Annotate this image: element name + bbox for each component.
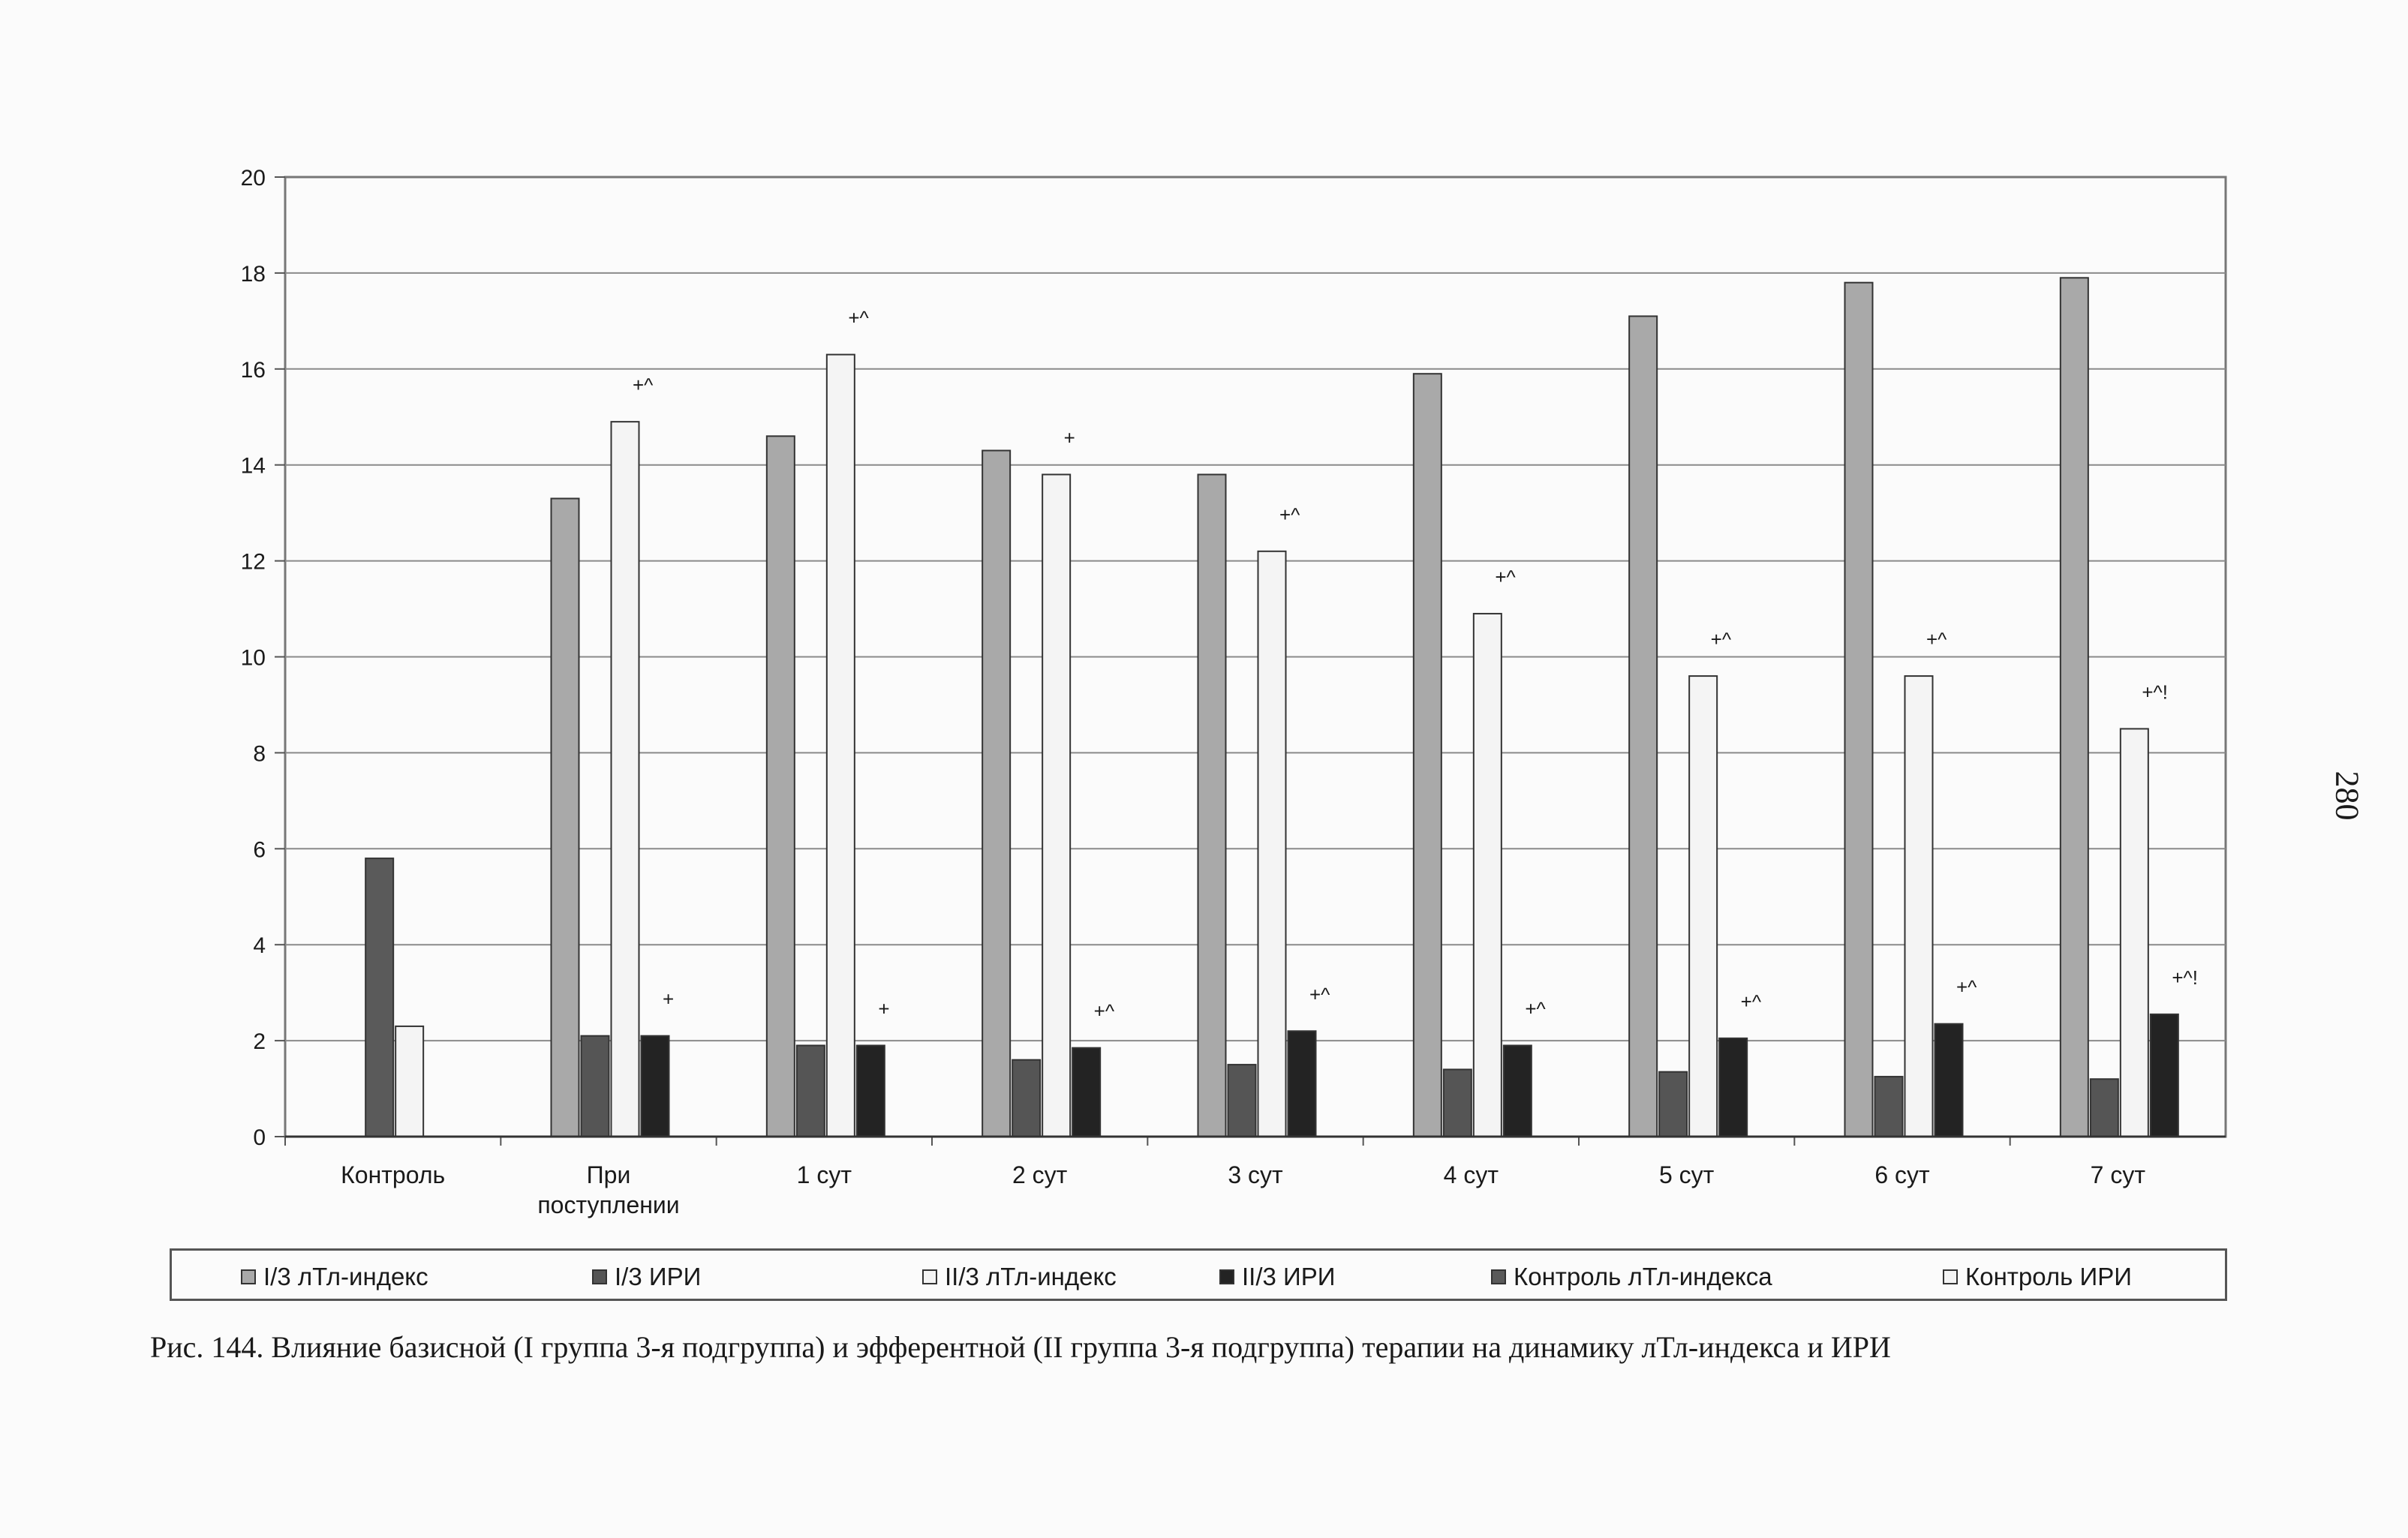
x-tick-label: 2 сут bbox=[1012, 1161, 1068, 1188]
y-axis: 0 2 4 6 8 10 12 14 16 18 20 bbox=[241, 166, 285, 1150]
significance-marker: +^ bbox=[1495, 566, 1516, 588]
bar bbox=[1904, 675, 1934, 1137]
x-tick-label: 1 сут bbox=[797, 1161, 852, 1188]
figure-caption: Рис. 144. Влияние базисной (I группа 3-я… bbox=[150, 1330, 1891, 1364]
significance-marker: +^! bbox=[2172, 966, 2198, 989]
y-tick-label: 20 bbox=[241, 166, 266, 191]
x-tick-label: Контроль bbox=[341, 1161, 445, 1188]
significance-marker: +^ bbox=[633, 374, 654, 396]
bar bbox=[1934, 1023, 1964, 1138]
significance-marker: + bbox=[1064, 426, 1075, 449]
y-tick-label: 4 bbox=[253, 933, 266, 958]
bar bbox=[825, 353, 855, 1137]
significance-marker: +^ bbox=[1956, 976, 1977, 999]
significance-marker: + bbox=[878, 997, 889, 1020]
bar bbox=[1874, 1076, 1904, 1137]
bar bbox=[365, 858, 395, 1137]
legend-swatch bbox=[1943, 1269, 1958, 1284]
significance-marker: +^! bbox=[2142, 680, 2168, 703]
significance-marker: +^ bbox=[1279, 503, 1300, 526]
bar bbox=[1688, 675, 1718, 1137]
legend: I/3 лТл-индекс I/3 ИРИ II/3 лТл-индекс II/3… bbox=[170, 1248, 2227, 1301]
significance-marker: +^ bbox=[1711, 628, 1732, 650]
y-tick-label: 2 bbox=[253, 1029, 266, 1054]
significance-marker: +^ bbox=[1741, 990, 1762, 1013]
legend-swatch bbox=[241, 1269, 256, 1284]
bar bbox=[1412, 373, 1442, 1137]
legend-item: I/3 лТл-индекс bbox=[241, 1263, 428, 1290]
bar bbox=[1718, 1037, 1748, 1137]
bars bbox=[365, 277, 2179, 1138]
bar bbox=[795, 1044, 825, 1137]
bar bbox=[1658, 1071, 1688, 1137]
significance-marker: +^ bbox=[1094, 1000, 1115, 1023]
bar bbox=[2149, 1013, 2179, 1137]
bar bbox=[1502, 1044, 1532, 1137]
x-tick-label: 4 сут bbox=[1444, 1161, 1499, 1188]
bar bbox=[1442, 1068, 1472, 1137]
bar bbox=[580, 1035, 610, 1137]
legend-item: II/3 лТл-индекс bbox=[922, 1263, 1117, 1290]
bar bbox=[1257, 550, 1287, 1137]
bar bbox=[1042, 473, 1072, 1137]
y-tick-label: 16 bbox=[241, 358, 266, 383]
legend-item: Контроль ИРИ bbox=[1943, 1263, 2132, 1290]
legend-label: I/3 лТл-индекс bbox=[263, 1263, 428, 1290]
significance-marker: +^ bbox=[848, 307, 869, 329]
bar bbox=[1472, 612, 1502, 1137]
y-tick-label: 6 bbox=[253, 837, 266, 862]
y-tick-label: 12 bbox=[241, 550, 266, 575]
legend-label: Контроль ИРИ bbox=[1965, 1263, 2132, 1290]
legend-swatch bbox=[592, 1269, 607, 1284]
bar bbox=[1844, 281, 1874, 1138]
significance-marker: +^ bbox=[1525, 997, 1546, 1020]
y-tick-label: 18 bbox=[241, 262, 266, 287]
legend-swatch bbox=[1219, 1269, 1234, 1284]
x-tick-label: При поступлении bbox=[537, 1161, 679, 1218]
bar bbox=[640, 1035, 670, 1137]
y-tick-label: 14 bbox=[241, 454, 266, 479]
x-tick-label: 5 сут bbox=[1659, 1161, 1715, 1188]
bar bbox=[1197, 473, 1227, 1137]
bar bbox=[1287, 1030, 1317, 1138]
y-tick-label: 10 bbox=[241, 646, 266, 671]
legend-label: II/3 лТл-индекс bbox=[945, 1263, 1117, 1290]
bar bbox=[2059, 277, 2089, 1137]
legend-label: II/3 ИРИ bbox=[1242, 1263, 1336, 1290]
bar bbox=[1012, 1059, 1042, 1138]
legend-label: Контроль лТл-индекса bbox=[1514, 1263, 1772, 1290]
bar bbox=[550, 497, 580, 1137]
bar bbox=[395, 1025, 425, 1138]
legend-item: Контроль лТл-индекса bbox=[1491, 1263, 1772, 1290]
x-tick-label: 6 сут bbox=[1874, 1161, 1930, 1188]
legend-label: I/3 ИРИ bbox=[615, 1263, 702, 1290]
bar bbox=[982, 449, 1012, 1137]
legend-item: II/3 ИРИ bbox=[1219, 1263, 1336, 1290]
bar bbox=[1628, 315, 1658, 1138]
legend-swatch bbox=[922, 1269, 937, 1284]
legend-swatch bbox=[1491, 1269, 1506, 1284]
page-number: 280 bbox=[2328, 771, 2366, 821]
bar bbox=[855, 1044, 885, 1137]
bar bbox=[1072, 1047, 1102, 1138]
significance-marker: + bbox=[663, 988, 674, 1011]
bar bbox=[2089, 1078, 2119, 1138]
x-tick-label: 7 сут bbox=[2091, 1161, 2146, 1188]
legend-item: I/3 ИРИ bbox=[592, 1263, 702, 1290]
y-tick-label: 0 bbox=[253, 1125, 266, 1150]
significance-marker: +^ bbox=[1926, 628, 1947, 650]
bar bbox=[610, 421, 640, 1137]
bar bbox=[1227, 1064, 1257, 1137]
x-axis: Контроль При поступлении 1 сут 2 сут 3 сут 4 с… bbox=[284, 1135, 2226, 1218]
annotations: +^ +^ + +^ +^ +^ +^ +^! + + +^ +^ +^ +^ +^ +^! bbox=[633, 307, 2198, 1023]
significance-marker: +^ bbox=[1309, 983, 1330, 1005]
x-tick-label: 3 сут bbox=[1228, 1161, 1283, 1188]
y-tick-label: 8 bbox=[253, 741, 266, 766]
bar bbox=[2119, 728, 2149, 1137]
bar bbox=[765, 435, 795, 1137]
